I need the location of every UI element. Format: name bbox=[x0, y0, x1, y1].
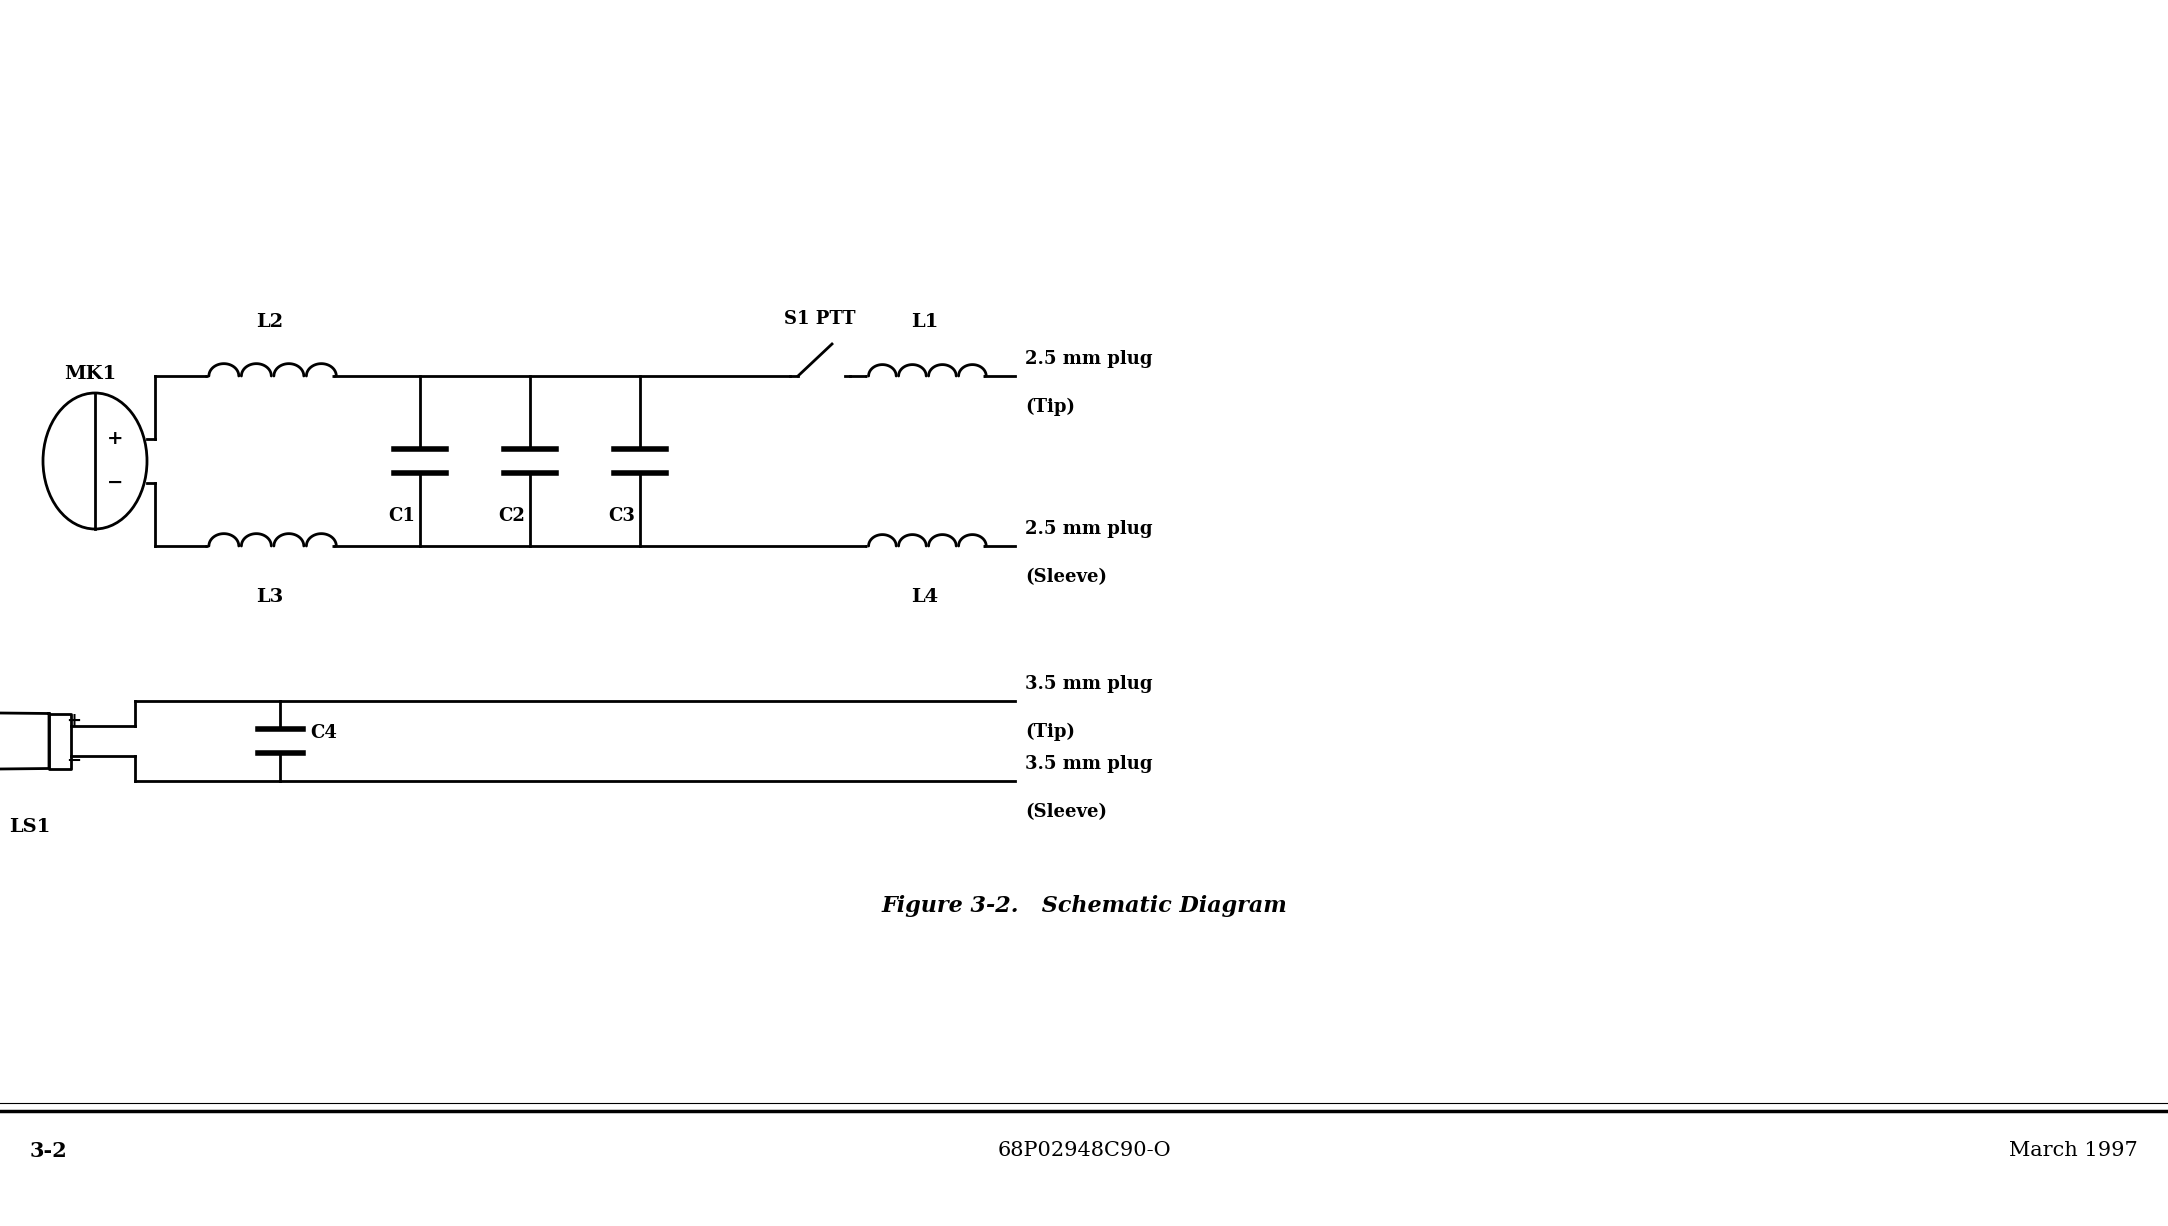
Text: 3.5 mm plug: 3.5 mm plug bbox=[1025, 755, 1153, 774]
Text: (Sleeve): (Sleeve) bbox=[1025, 803, 1108, 821]
Text: 3-2: 3-2 bbox=[30, 1141, 67, 1161]
Text: L1: L1 bbox=[911, 313, 939, 331]
Text: C2: C2 bbox=[499, 508, 525, 525]
Text: C1: C1 bbox=[388, 508, 414, 525]
Text: C3: C3 bbox=[609, 508, 635, 525]
Text: (Tip): (Tip) bbox=[1025, 398, 1075, 417]
Text: +: + bbox=[65, 712, 80, 729]
Text: −: − bbox=[106, 474, 124, 492]
Text: MK1: MK1 bbox=[63, 365, 117, 383]
Text: +: + bbox=[106, 430, 124, 447]
Text: (Sleeve): (Sleeve) bbox=[1025, 568, 1108, 586]
Text: 68P02948C90-O: 68P02948C90-O bbox=[997, 1141, 1171, 1161]
Text: C4: C4 bbox=[310, 725, 336, 742]
Text: (Tip): (Tip) bbox=[1025, 723, 1075, 742]
Text: −: − bbox=[65, 752, 80, 770]
Text: Figure 3-2.   Schematic Diagram: Figure 3-2. Schematic Diagram bbox=[880, 895, 1288, 917]
Text: S1 PTT: S1 PTT bbox=[785, 310, 856, 329]
Text: LS1: LS1 bbox=[9, 819, 50, 836]
Text: 3.5 mm plug: 3.5 mm plug bbox=[1025, 676, 1153, 693]
Text: L2: L2 bbox=[256, 313, 284, 331]
Text: 2.5 mm plug: 2.5 mm plug bbox=[1025, 520, 1153, 538]
Text: L4: L4 bbox=[911, 588, 939, 606]
Text: 2.5 mm plug: 2.5 mm plug bbox=[1025, 349, 1153, 368]
Text: March 1997: March 1997 bbox=[2010, 1141, 2138, 1161]
Text: L3: L3 bbox=[256, 588, 284, 606]
